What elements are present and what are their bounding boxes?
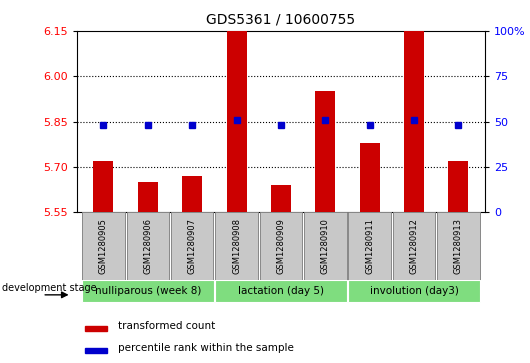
Text: GSM1280912: GSM1280912 [410, 218, 419, 274]
Text: GSM1280913: GSM1280913 [454, 218, 463, 274]
Bar [348, 212, 391, 280]
Bar [260, 212, 302, 280]
Bar [393, 212, 435, 280]
Text: GSM1280909: GSM1280909 [277, 218, 285, 274]
Text: percentile rank within the sample: percentile rank within the sample [118, 343, 294, 353]
Bar [271, 185, 291, 212]
Text: GSM1280910: GSM1280910 [321, 218, 330, 274]
Bar [85, 348, 108, 353]
Bar [404, 31, 424, 212]
Bar [448, 161, 469, 212]
Title: GDS5361 / 10600755: GDS5361 / 10600755 [206, 13, 356, 27]
Bar [304, 212, 347, 280]
Bar [93, 161, 113, 212]
Text: involution (day3): involution (day3) [369, 286, 458, 296]
Bar [315, 91, 335, 212]
Bar [127, 212, 169, 280]
Bar [360, 143, 379, 212]
Bar [182, 176, 202, 212]
Bar [348, 280, 480, 302]
Text: GSM1280907: GSM1280907 [188, 218, 197, 274]
Text: nulliparous (week 8): nulliparous (week 8) [95, 286, 201, 296]
Bar [85, 326, 108, 331]
Text: GSM1280911: GSM1280911 [365, 218, 374, 274]
Text: GSM1280905: GSM1280905 [99, 218, 108, 274]
Bar [215, 280, 347, 302]
Text: lactation (day 5): lactation (day 5) [238, 286, 324, 296]
Bar [226, 31, 246, 212]
Text: GSM1280906: GSM1280906 [143, 218, 152, 274]
Text: GSM1280908: GSM1280908 [232, 218, 241, 274]
Bar [82, 212, 125, 280]
Bar [138, 182, 158, 212]
Bar [82, 280, 214, 302]
Bar [437, 212, 480, 280]
Bar [171, 212, 214, 280]
Text: development stage: development stage [2, 283, 97, 293]
Bar [215, 212, 258, 280]
Text: transformed count: transformed count [118, 321, 215, 331]
